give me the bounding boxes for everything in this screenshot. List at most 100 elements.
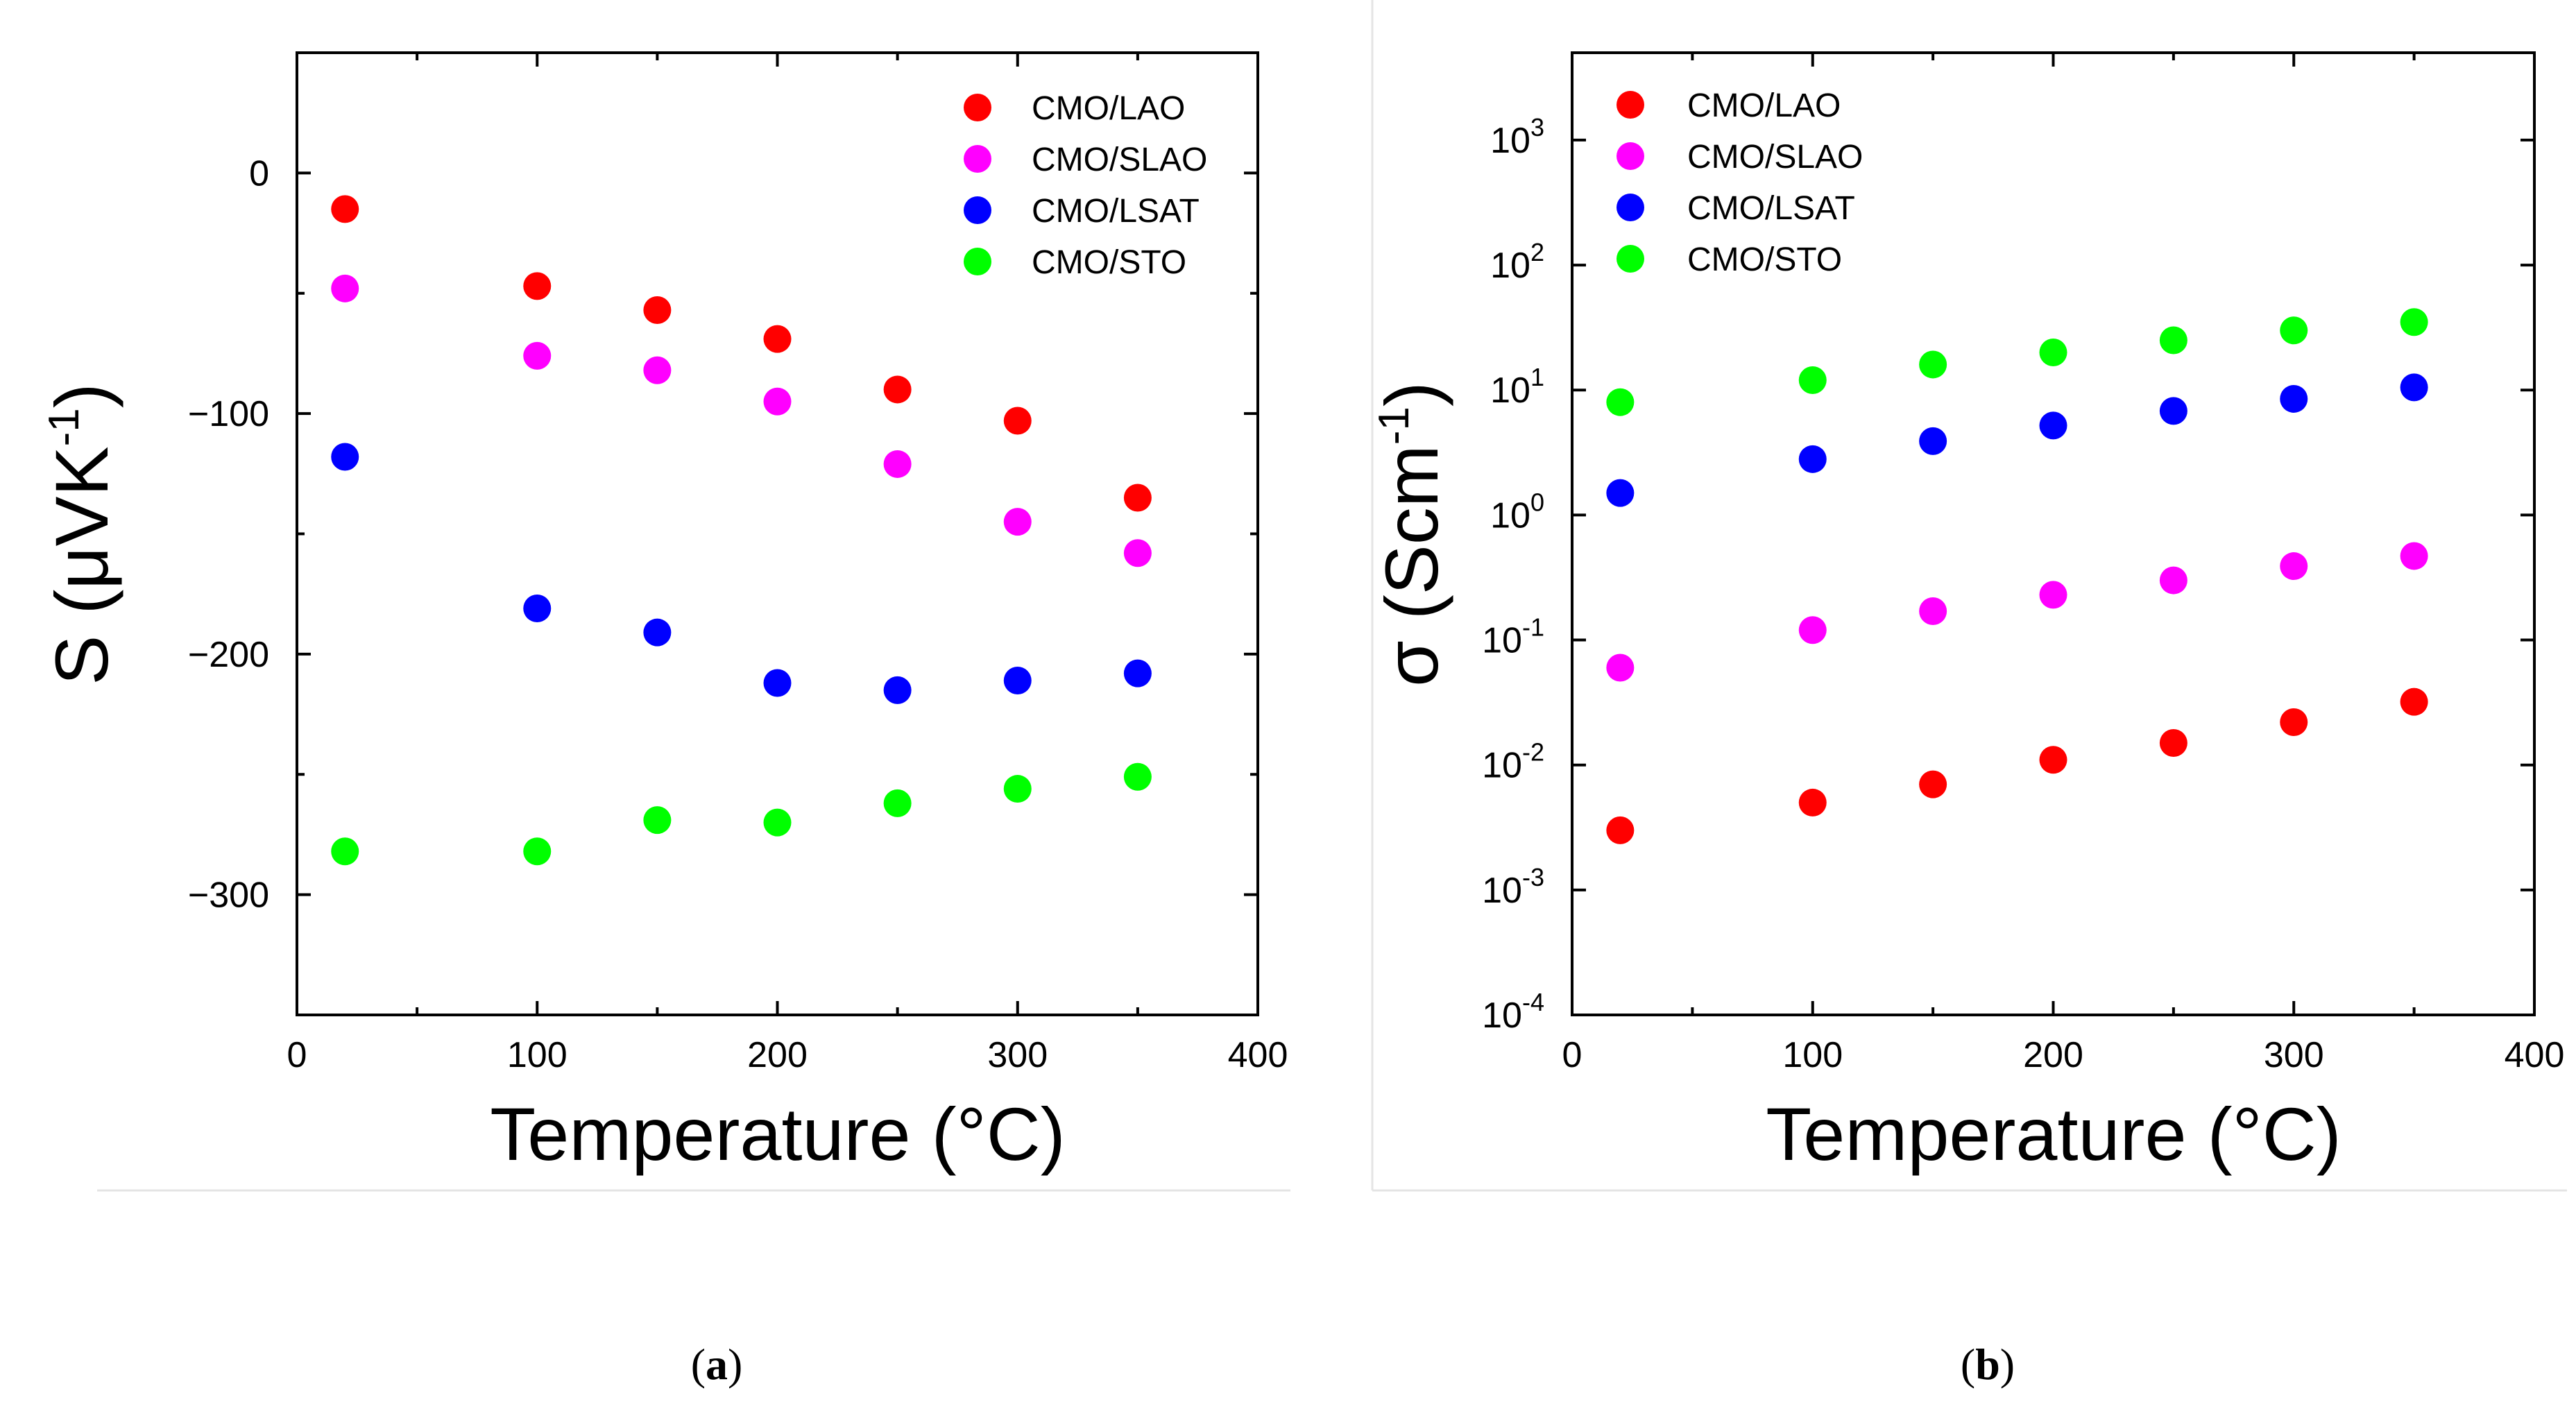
panel-label-letter: b [1975, 1340, 2000, 1389]
y-tick-label: −300 [188, 875, 269, 916]
data-point-cmo-lao [1003, 407, 1032, 435]
data-point-cmo-lao [1798, 788, 1827, 817]
data-point-cmo-lao [883, 375, 912, 404]
y-tick-label: 0 [249, 153, 269, 194]
legend-label: CMO/LAO [1687, 87, 1841, 124]
data-point-cmo-lsat [883, 676, 912, 704]
y-tick-base: 10 [1482, 871, 1522, 911]
x-tick-label: 400 [1228, 1035, 1288, 1075]
x-tick-label: 200 [2023, 1035, 2083, 1075]
legend-marker [964, 248, 991, 275]
y-tick-label: 10-3 [1482, 863, 1544, 911]
legend-label: CMO/STO [1032, 244, 1186, 281]
data-point-cmo-sto [1123, 762, 1152, 791]
data-point-cmo-lsat [643, 618, 672, 647]
legend-label: CMO/LSAT [1032, 193, 1200, 230]
legend-marker [964, 196, 991, 224]
data-point-cmo-slao [1798, 616, 1827, 644]
panel-label-letter: a [706, 1340, 728, 1389]
y-axis-title-superscript: -1 [1370, 407, 1418, 445]
x-tick-label: 300 [987, 1035, 1048, 1075]
data-point-cmo-lsat [2159, 397, 2187, 425]
data-point-cmo-sto [883, 789, 912, 817]
y-axis-title: S (μVK-1) [40, 383, 123, 685]
y-axis-title-superscript: -1 [40, 408, 88, 446]
y-tick-exponent: 0 [1530, 488, 1544, 516]
y-tick-exponent: -4 [1522, 988, 1544, 1016]
data-point-cmo-lsat [2039, 411, 2067, 440]
y-tick-exponent: -3 [1522, 863, 1544, 891]
y-tick-base: 10 [1490, 121, 1530, 161]
data-point-cmo-slao [1606, 653, 1635, 682]
data-point-cmo-sto [2280, 316, 2308, 345]
x-tick-label: 100 [507, 1035, 568, 1075]
data-point-cmo-slao [763, 387, 792, 416]
data-point-cmo-lsat [1003, 667, 1032, 695]
legend-marker [964, 145, 991, 173]
y-tick-base: 10 [1482, 746, 1522, 786]
data-point-cmo-lsat [763, 669, 792, 697]
data-point-cmo-sto [1798, 366, 1827, 394]
y-tick-label: 103 [1490, 113, 1544, 161]
y-tick-label: −200 [188, 635, 269, 675]
panel-label-paren: ) [2000, 1340, 2015, 1389]
x-axis-title: Temperature (°C) [1766, 1092, 2341, 1176]
y-axis-title-part: σ (Scm [1370, 445, 1453, 687]
data-point-cmo-sto [643, 806, 672, 835]
legend-marker [1617, 245, 1644, 273]
data-point-cmo-slao [2400, 542, 2428, 570]
data-point-cmo-lao [2039, 746, 2067, 774]
data-point-cmo-lsat [331, 443, 359, 471]
y-tick-label: 100 [1490, 488, 1544, 536]
data-point-cmo-slao [1123, 539, 1152, 567]
data-point-cmo-lao [331, 195, 359, 223]
y-tick-label: 102 [1490, 238, 1544, 286]
y-tick-exponent: 2 [1530, 238, 1544, 266]
y-tick-exponent: -2 [1522, 738, 1544, 767]
data-point-cmo-lao [2400, 687, 2428, 716]
legend-marker [1617, 142, 1644, 170]
legend-label: CMO/SLAO [1687, 139, 1863, 176]
legend-marker [964, 94, 991, 121]
data-point-cmo-lao [1919, 770, 1947, 798]
chart-panel-a: 0 100 200 300 400 0 −100 −200 −300 Temperature (°… [40, 51, 1288, 1389]
data-point-cmo-lsat [1919, 427, 1947, 455]
x-tick-label: 200 [747, 1035, 808, 1075]
x-tick-label: 300 [2264, 1035, 2324, 1075]
y-tick-label: 10-1 [1482, 613, 1544, 661]
y-tick-exponent: -1 [1522, 613, 1544, 642]
data-point-cmo-slao [523, 341, 552, 370]
y-axis-title-part: S (μVK [40, 446, 123, 685]
y-tick-label: 10-4 [1482, 988, 1544, 1036]
x-tick-label: 0 [287, 1035, 307, 1075]
data-point-cmo-lsat [1123, 659, 1152, 687]
data-point-cmo-lsat [1798, 445, 1827, 473]
data-point-cmo-sto [523, 837, 552, 866]
y-tick-base: 10 [1482, 996, 1522, 1036]
data-point-cmo-slao [2280, 552, 2308, 581]
data-point-cmo-sto [331, 837, 359, 866]
data-point-cmo-lao [1606, 816, 1635, 844]
panel-label: (a) [691, 1340, 743, 1389]
data-point-cmo-sto [1919, 350, 1947, 379]
legend-label: CMO/LAO [1032, 90, 1185, 127]
data-point-cmo-lao [2280, 708, 2308, 737]
data-point-cmo-lsat [2400, 373, 2428, 402]
data-point-cmo-lsat [523, 594, 552, 622]
data-point-cmo-lsat [1606, 479, 1635, 507]
panel-label-paren: ) [728, 1340, 742, 1389]
legend-label: CMO/LSAT [1687, 190, 1855, 227]
data-point-cmo-slao [2039, 581, 2067, 609]
x-tick-label: 0 [1562, 1035, 1583, 1075]
x-axis-title: Temperature (°C) [490, 1092, 1065, 1176]
y-tick-base: 10 [1482, 621, 1522, 661]
data-point-cmo-slao [2159, 566, 2187, 595]
x-tick-label: 100 [1782, 1035, 1843, 1075]
data-point-cmo-slao [883, 450, 912, 478]
data-point-cmo-lao [643, 296, 672, 325]
x-tick-label: 400 [2505, 1035, 2565, 1075]
y-axis-title-part: ) [1370, 382, 1453, 407]
y-axis-title: σ (Scm-1) [1370, 382, 1453, 687]
data-point-cmo-slao [1003, 508, 1032, 536]
data-point-cmo-sto [763, 808, 792, 837]
